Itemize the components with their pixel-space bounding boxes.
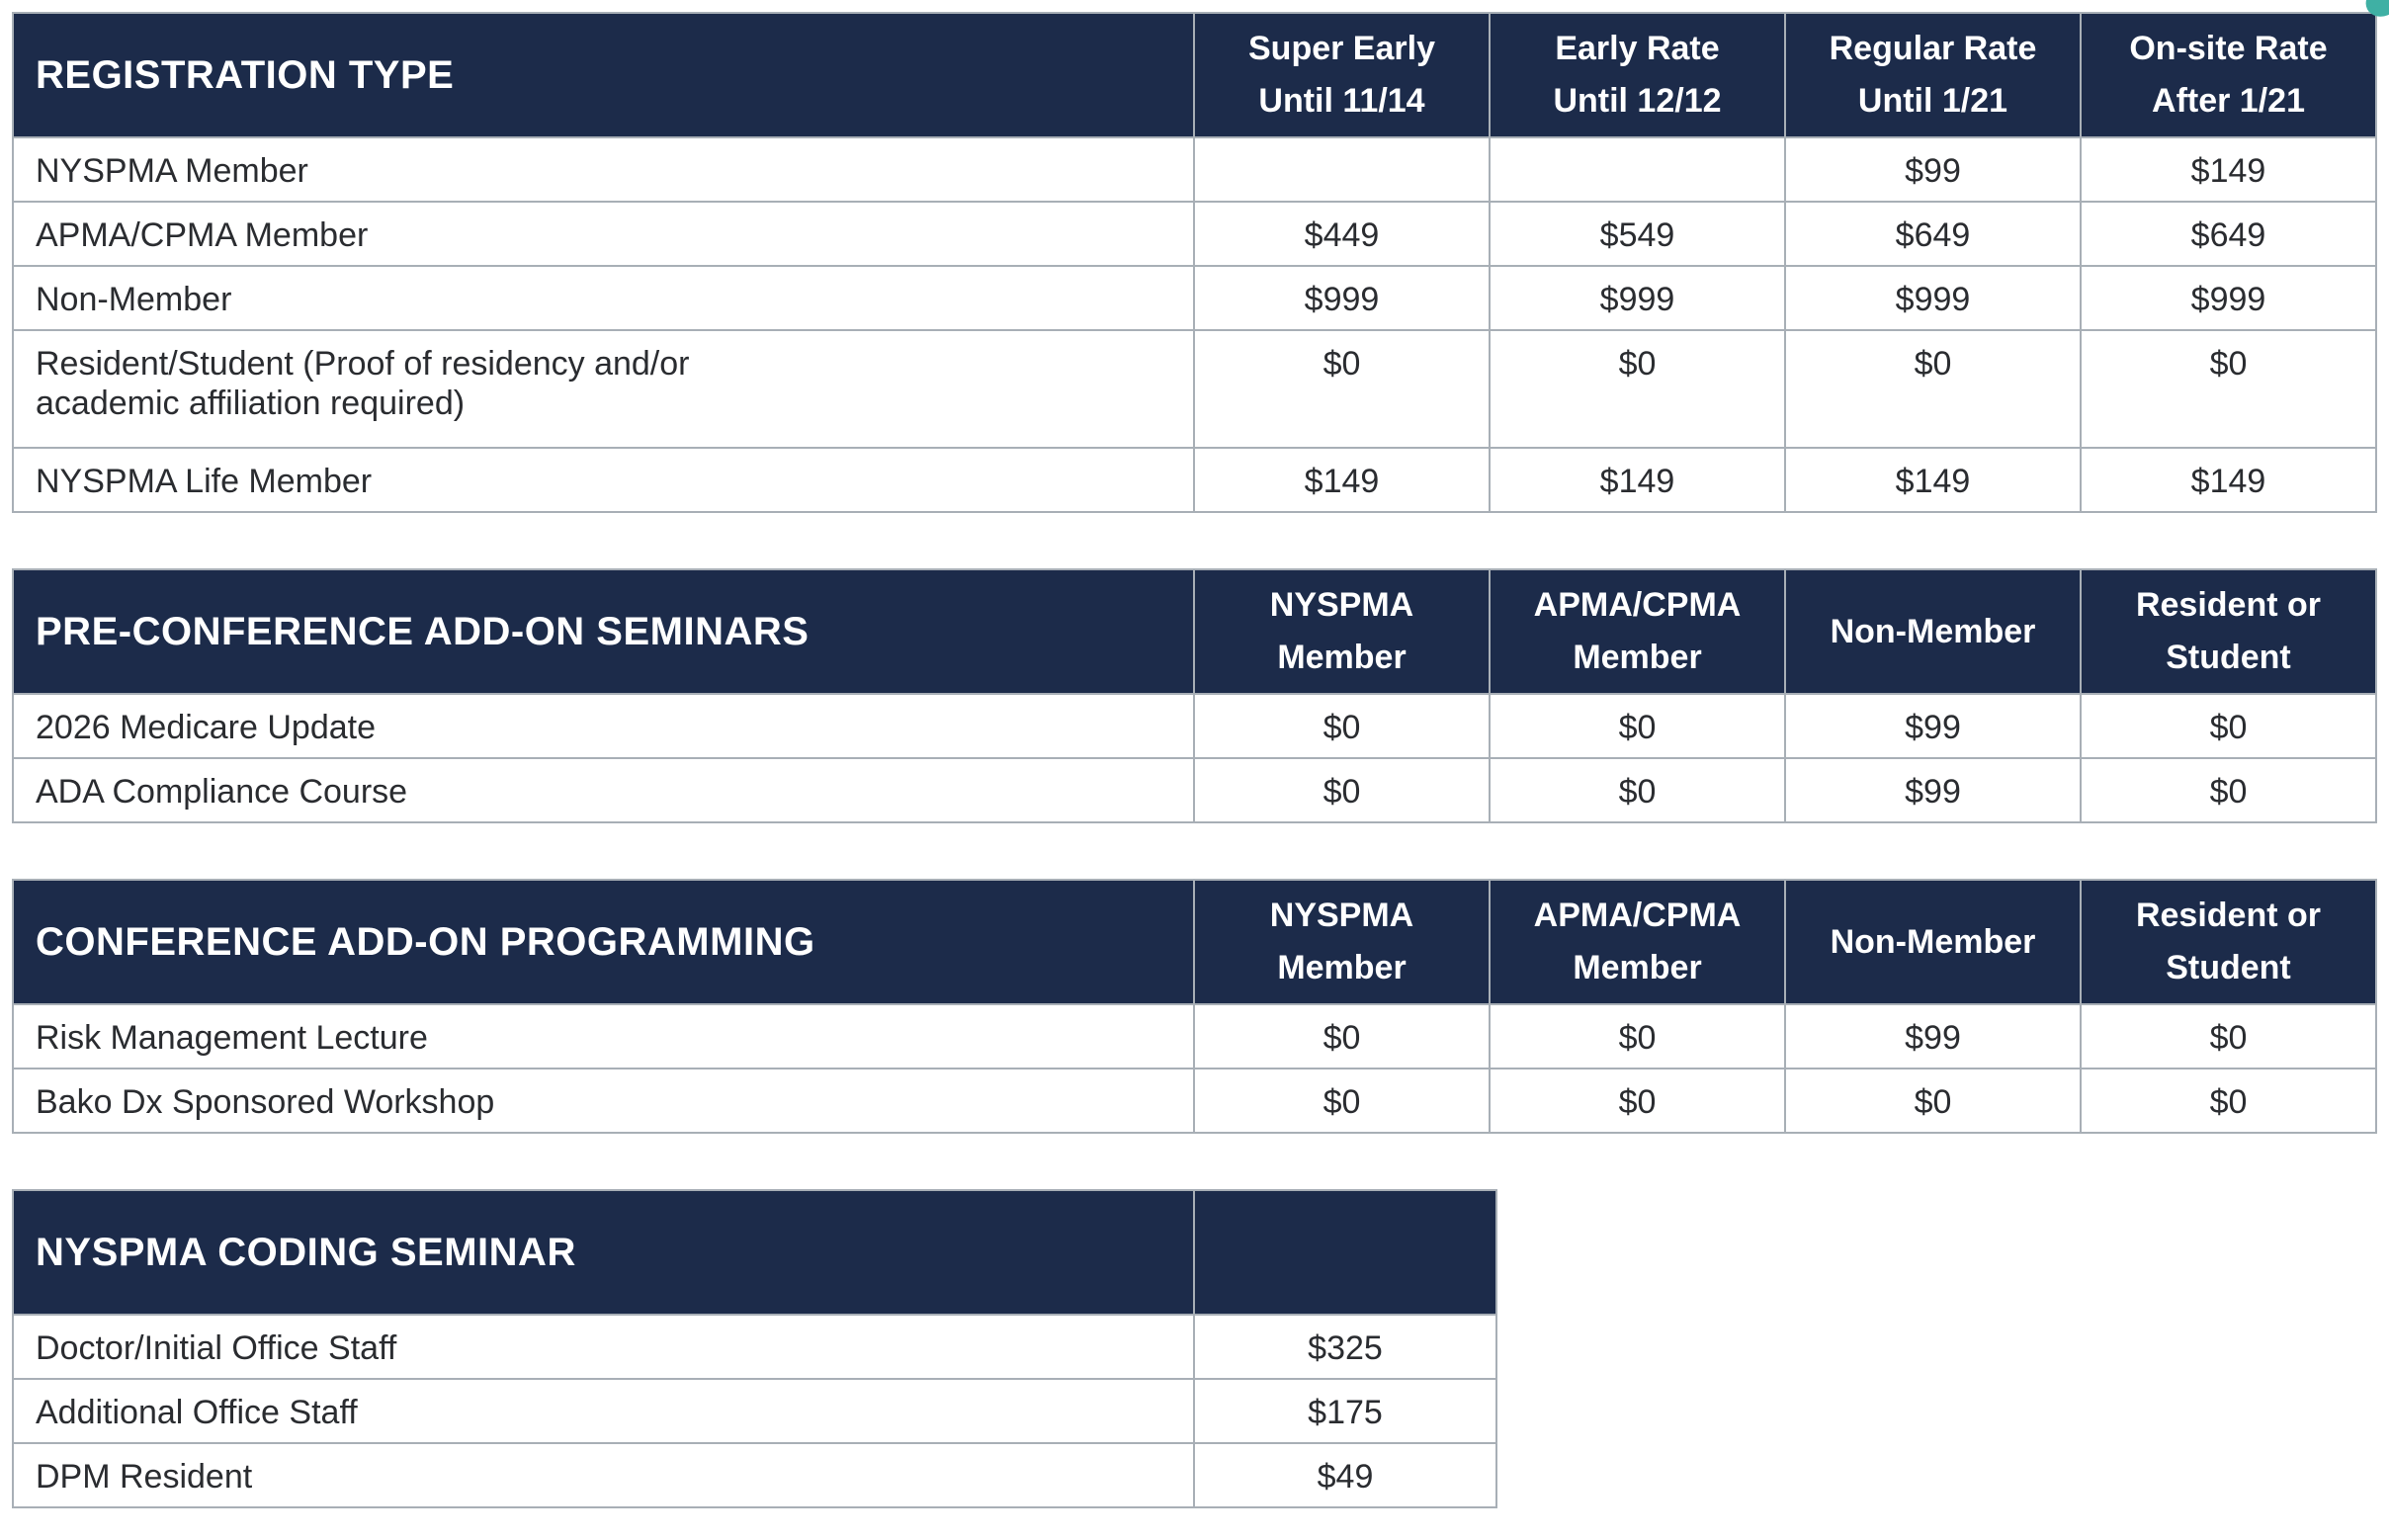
row-label: APMA/CPMA Member	[12, 201, 1195, 267]
pricing-page: REGISTRATION TYPE Super Early Until 11/1…	[12, 12, 2377, 1508]
price-cell: $0	[2080, 693, 2377, 759]
price-cell: $99	[1784, 136, 2082, 203]
price-cell: $449	[1193, 201, 1491, 267]
price-cell: $149	[2080, 136, 2377, 203]
row-label: Resident/Student (Proof of residency and…	[12, 329, 1195, 449]
price-cell: $999	[1489, 265, 1786, 331]
column-header-blank	[1193, 1189, 1497, 1316]
conference-addon-programming-table: CONFERENCE ADD-ON PROGRAMMING NYSPMA Mem…	[12, 879, 2377, 1134]
row-label: Bako Dx Sponsored Workshop	[12, 1068, 1195, 1134]
price-cell: $549	[1489, 201, 1786, 267]
header-row: REGISTRATION TYPE Super Early Until 11/1…	[12, 12, 2377, 138]
row-label: NYSPMA Member	[12, 136, 1195, 203]
column-header-resident-student: Resident or Student	[2080, 568, 2377, 695]
table-row: ADA Compliance Course $0 $0 $99 $0	[12, 757, 2377, 823]
price-cell: $649	[1784, 201, 2082, 267]
column-header-regular-rate: Regular Rate Until 1/21	[1784, 12, 2082, 138]
row-label: 2026 Medicare Update	[12, 693, 1195, 759]
price-cell: $175	[1193, 1378, 1497, 1444]
header-row: CONFERENCE ADD-ON PROGRAMMING NYSPMA Mem…	[12, 879, 2377, 1005]
table-row: Resident/Student (Proof of residency and…	[12, 329, 2377, 449]
price-cell: $149	[1489, 447, 1786, 513]
price-cell: $99	[1784, 1003, 2082, 1069]
price-cell: $99	[1784, 693, 2082, 759]
column-header-apma-cpma-member: APMA/CPMA Member	[1489, 879, 1786, 1005]
column-header-early-rate: Early Rate Until 12/12	[1489, 12, 1786, 138]
price-cell: $0	[1489, 693, 1786, 759]
price-cell: $999	[1193, 265, 1491, 331]
column-header-apma-cpma-member: APMA/CPMA Member	[1489, 568, 1786, 695]
header-row: PRE-CONFERENCE ADD-ON SEMINARS NYSPMA Me…	[12, 568, 2377, 695]
table-row: Doctor/Initial Office Staff $325	[12, 1314, 1497, 1380]
price-cell: $999	[2080, 265, 2377, 331]
price-cell	[1193, 136, 1491, 203]
row-label: Risk Management Lecture	[12, 1003, 1195, 1069]
table-row: DPM Resident $49	[12, 1442, 1497, 1508]
price-cell: $999	[1784, 265, 2082, 331]
price-cell: $99	[1784, 757, 2082, 823]
table-title: NYSPMA CODING SEMINAR	[12, 1189, 1195, 1316]
price-cell: $0	[2080, 757, 2377, 823]
price-cell: $149	[1193, 447, 1491, 513]
row-label: ADA Compliance Course	[12, 757, 1195, 823]
pre-conference-seminars-table: PRE-CONFERENCE ADD-ON SEMINARS NYSPMA Me…	[12, 568, 2377, 823]
price-cell: $0	[1193, 693, 1491, 759]
price-cell: $0	[1784, 1068, 2082, 1134]
price-cell: $0	[1489, 757, 1786, 823]
column-header-super-early: Super Early Until 11/14	[1193, 12, 1491, 138]
row-label: Non-Member	[12, 265, 1195, 331]
row-label: Additional Office Staff	[12, 1378, 1195, 1444]
table-row: Bako Dx Sponsored Workshop $0 $0 $0 $0	[12, 1068, 2377, 1134]
column-header-nyspma-member: NYSPMA Member	[1193, 879, 1491, 1005]
header-row: NYSPMA CODING SEMINAR	[12, 1189, 1497, 1316]
price-cell: $149	[2080, 447, 2377, 513]
price-cell: $0	[1489, 1068, 1786, 1134]
row-label: DPM Resident	[12, 1442, 1195, 1508]
table-title: REGISTRATION TYPE	[12, 12, 1195, 138]
table-row: Risk Management Lecture $0 $0 $99 $0	[12, 1003, 2377, 1069]
price-cell: $325	[1193, 1314, 1497, 1380]
nyspma-coding-seminar-table: NYSPMA CODING SEMINAR Doctor/Initial Off…	[12, 1189, 1497, 1508]
price-cell: $649	[2080, 201, 2377, 267]
row-label: NYSPMA Life Member	[12, 447, 1195, 513]
column-header-non-member: Non-Member	[1784, 568, 2082, 695]
price-cell: $49	[1193, 1442, 1497, 1508]
row-label: Doctor/Initial Office Staff	[12, 1314, 1195, 1380]
column-header-resident-student: Resident or Student	[2080, 879, 2377, 1005]
table-row: APMA/CPMA Member $449 $549 $649 $649	[12, 201, 2377, 267]
table-row: 2026 Medicare Update $0 $0 $99 $0	[12, 693, 2377, 759]
registration-type-table: REGISTRATION TYPE Super Early Until 11/1…	[12, 12, 2377, 513]
table-row: Additional Office Staff $175	[12, 1378, 1497, 1444]
price-cell: $0	[1193, 1003, 1491, 1069]
table-row: NYSPMA Life Member $149 $149 $149 $149	[12, 447, 2377, 513]
price-cell: $0	[2080, 1003, 2377, 1069]
price-cell: $149	[1784, 447, 2082, 513]
price-cell	[1489, 136, 1786, 203]
price-cell: $0	[1193, 757, 1491, 823]
price-cell: $0	[1489, 1003, 1786, 1069]
price-cell: $0	[2080, 1068, 2377, 1134]
price-cell: $0	[1489, 329, 1786, 449]
column-header-nyspma-member: NYSPMA Member	[1193, 568, 1491, 695]
table-title: CONFERENCE ADD-ON PROGRAMMING	[12, 879, 1195, 1005]
price-cell: $0	[1193, 1068, 1491, 1134]
column-header-non-member: Non-Member	[1784, 879, 2082, 1005]
column-header-onsite-rate: On-site Rate After 1/21	[2080, 12, 2377, 138]
price-cell: $0	[1193, 329, 1491, 449]
price-cell: $0	[1784, 329, 2082, 449]
price-cell: $0	[2080, 329, 2377, 449]
table-row: NYSPMA Member $99 $149	[12, 136, 2377, 203]
table-row: Non-Member $999 $999 $999 $999	[12, 265, 2377, 331]
table-title: PRE-CONFERENCE ADD-ON SEMINARS	[12, 568, 1195, 695]
